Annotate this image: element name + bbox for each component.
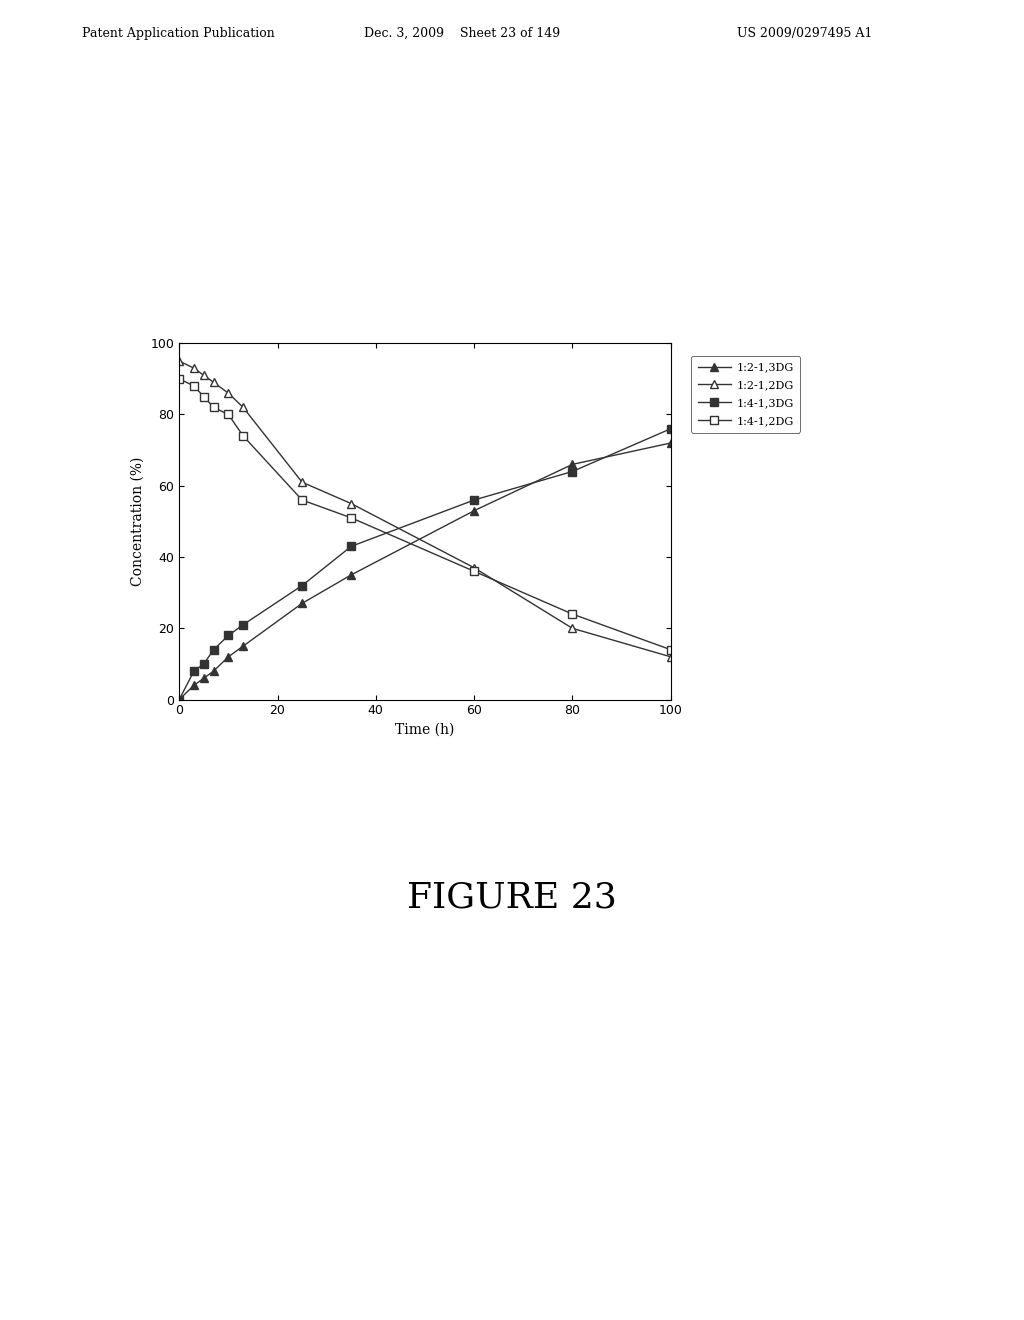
1:4-1,3DG [222, 627, 234, 643]
1:4-1,3DG [198, 656, 210, 672]
1:4-1,2DG [345, 510, 357, 525]
1:2-1,2DG [665, 649, 677, 665]
1:2-1,3DG [222, 649, 234, 665]
1:2-1,2DG [198, 367, 210, 383]
1:2-1,3DG [237, 638, 249, 653]
1:4-1,2DG [296, 492, 308, 508]
Text: Patent Application Publication: Patent Application Publication [82, 26, 274, 40]
1:2-1,3DG [665, 436, 677, 451]
1:4-1,2DG [566, 606, 579, 622]
1:4-1,2DG [665, 642, 677, 657]
X-axis label: Time (h): Time (h) [395, 723, 455, 737]
1:4-1,3DG [296, 578, 308, 594]
Line: 1:4-1,3DG: 1:4-1,3DG [175, 425, 675, 704]
1:2-1,3DG [345, 568, 357, 583]
1:2-1,2DG [173, 352, 185, 368]
1:4-1,2DG [468, 564, 480, 579]
1:4-1,3DG [566, 463, 579, 479]
1:4-1,3DG [665, 421, 677, 437]
Line: 1:2-1,2DG: 1:2-1,2DG [175, 356, 675, 661]
1:2-1,2DG [208, 375, 220, 391]
Text: US 2009/0297495 A1: US 2009/0297495 A1 [737, 26, 872, 40]
1:2-1,3DG [173, 692, 185, 708]
Y-axis label: Concentration (%): Concentration (%) [131, 457, 145, 586]
Line: 1:2-1,3DG: 1:2-1,3DG [175, 438, 675, 704]
1:2-1,3DG [208, 663, 220, 678]
Line: 1:4-1,2DG: 1:4-1,2DG [175, 375, 675, 653]
1:2-1,3DG [187, 677, 200, 693]
1:2-1,3DG [296, 595, 308, 611]
1:4-1,3DG [468, 492, 480, 508]
1:4-1,3DG [173, 692, 185, 708]
1:2-1,2DG [345, 496, 357, 512]
1:4-1,2DG [187, 378, 200, 393]
Text: FIGURE 23: FIGURE 23 [408, 880, 616, 915]
1:2-1,3DG [566, 457, 579, 473]
1:2-1,2DG [187, 360, 200, 376]
1:4-1,2DG [208, 400, 220, 416]
1:2-1,3DG [198, 671, 210, 686]
1:2-1,2DG [222, 385, 234, 401]
1:2-1,2DG [468, 560, 480, 576]
1:4-1,2DG [198, 389, 210, 405]
1:4-1,3DG [345, 539, 357, 554]
1:4-1,3DG [187, 663, 200, 678]
1:2-1,3DG [468, 503, 480, 519]
1:2-1,2DG [237, 400, 249, 416]
1:4-1,3DG [237, 616, 249, 632]
1:4-1,2DG [173, 371, 185, 387]
1:4-1,2DG [237, 428, 249, 444]
1:4-1,2DG [222, 407, 234, 422]
1:2-1,2DG [566, 620, 579, 636]
1:2-1,2DG [296, 474, 308, 490]
1:4-1,3DG [208, 642, 220, 657]
Legend: 1:2-1,3DG, 1:2-1,2DG, 1:4-1,3DG, 1:4-1,2DG: 1:2-1,3DG, 1:2-1,2DG, 1:4-1,3DG, 1:4-1,2… [691, 356, 801, 433]
Text: Dec. 3, 2009    Sheet 23 of 149: Dec. 3, 2009 Sheet 23 of 149 [364, 26, 560, 40]
